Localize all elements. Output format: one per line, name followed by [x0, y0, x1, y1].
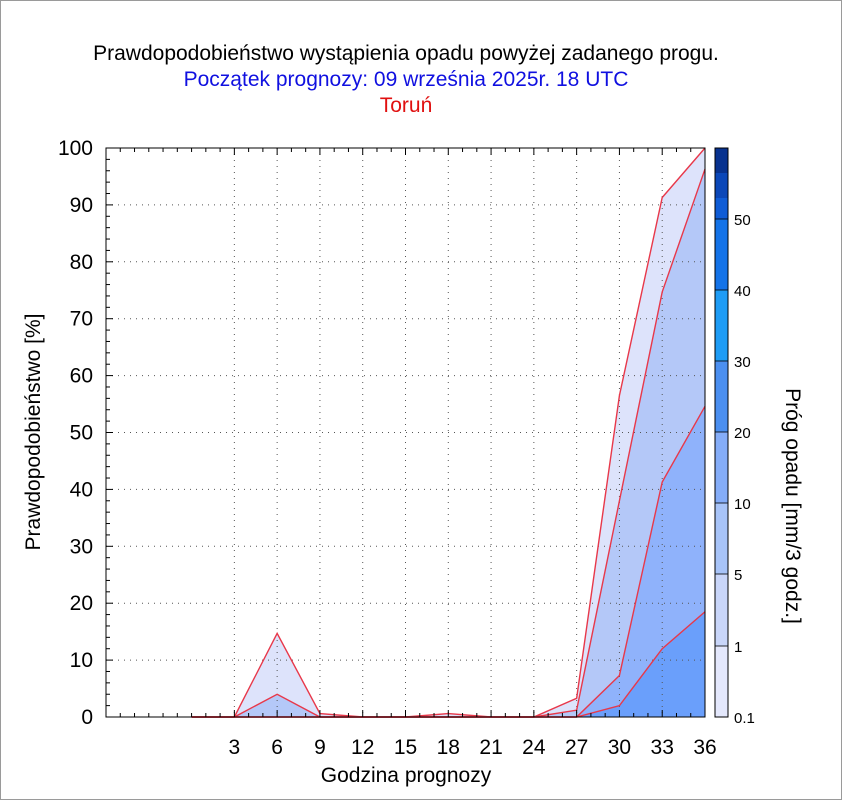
y-tick-label: 20 [70, 592, 93, 615]
colorbar-tick-label: 50 [734, 212, 751, 229]
axes: 3 6 9 12 15 18 21 24 27 30 33 360102030405060708090… [58, 137, 717, 759]
x-axis-label: Godzina prognozy [321, 764, 492, 787]
colorbar-segment [715, 646, 728, 717]
colorbar-segment [715, 503, 728, 574]
colorbar-tick-label: 5 [734, 567, 742, 584]
y-tick-label: 100 [58, 137, 93, 160]
x-tick-label: 36 [693, 736, 716, 759]
x-tick-label: 33 [651, 736, 674, 759]
chart-title: Prawdopodobieństwo wystąpienia opadu pow… [93, 42, 719, 65]
y-axis-label: Prawdopodobieństwo [%] [22, 314, 45, 551]
title-block: Prawdopodobieństwo wystąpienia opadu pow… [1, 41, 811, 119]
colorbar-tick-label: 10 [734, 496, 751, 513]
chart-subtitle: Początek prognozy: 09 września 2025r. 18… [183, 68, 629, 91]
area-threshold-10 [191, 611, 706, 717]
colorbar-segment [715, 574, 728, 646]
y-tick-label: 90 [70, 194, 93, 217]
colorbar: 0.1 1 5 10 20 30 40 50 [714, 147, 755, 727]
colorbar-segment [715, 173, 728, 198]
y-tick-label: 30 [70, 535, 93, 558]
colorbar-tick-label: 40 [734, 283, 751, 300]
x-tick-label: 9 [314, 736, 326, 759]
colorbar-segment [715, 148, 728, 173]
x-tick-label: 30 [608, 736, 631, 759]
x-tick-label: 21 [479, 736, 502, 759]
x-tick-label: 24 [522, 736, 546, 759]
colorbar-segment [715, 198, 728, 219]
station-name: Toruń [379, 94, 433, 117]
x-tick-label: 12 [351, 736, 374, 759]
colorbar-tick-label: 1 [734, 639, 742, 656]
colorbar-tick-label: 30 [734, 354, 751, 371]
colorbar-tick-label: 20 [734, 425, 751, 442]
colorbar-label: Próg opadu [mm/3 godz.] [781, 388, 804, 624]
x-tick-label: 15 [394, 736, 417, 759]
y-tick-label: 10 [70, 649, 93, 672]
y-tick-label: 70 [70, 308, 93, 331]
y-tick-label: 40 [70, 478, 93, 501]
y-tick-label: 60 [70, 365, 93, 388]
colorbar-segment [715, 432, 728, 503]
colorbar-segment [715, 361, 728, 432]
x-tick-label: 18 [437, 736, 460, 759]
colorbar-tick-label: 0.1 [734, 710, 755, 727]
colorbar-segment [715, 290, 728, 361]
x-tick-label: 3 [229, 736, 241, 759]
y-tick-label: 50 [70, 422, 93, 445]
y-tick-label: 80 [70, 251, 93, 274]
x-tick-label: 27 [565, 736, 588, 759]
x-tick-label: 6 [271, 736, 283, 759]
y-tick-label: 0 [81, 706, 93, 729]
colorbar-segment [715, 219, 728, 290]
